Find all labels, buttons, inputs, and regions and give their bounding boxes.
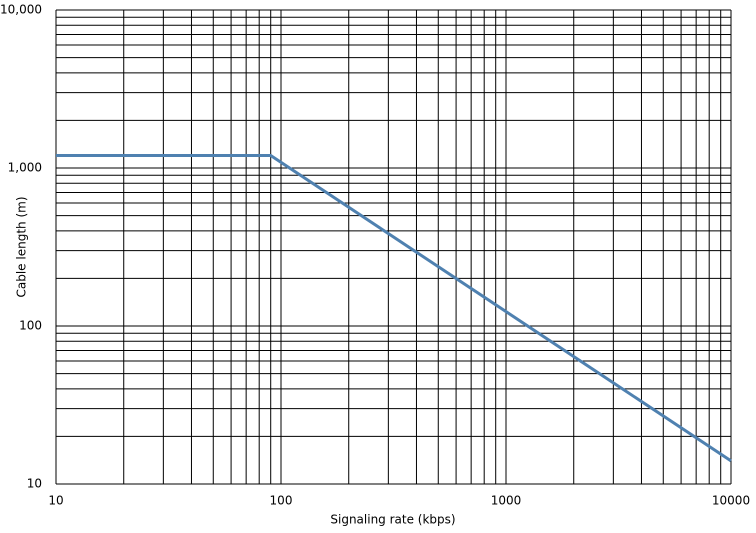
y-tick-label: 100 — [19, 319, 42, 333]
x-tick-label: 10 — [48, 494, 63, 508]
x-tick-label: 1000 — [491, 494, 522, 508]
x-tick-label: 10000 — [712, 494, 750, 508]
y-tick-label: 10,000 — [0, 3, 42, 17]
data-line — [56, 153, 732, 463]
y-tick-label: 1,000 — [8, 161, 42, 175]
y-tick-label: 10 — [27, 477, 42, 491]
x-tick-label: 100 — [270, 494, 293, 508]
y-axis-label: Cable length (m) — [15, 197, 29, 298]
x-axis-label: Signaling rate (kbps) — [330, 513, 455, 527]
